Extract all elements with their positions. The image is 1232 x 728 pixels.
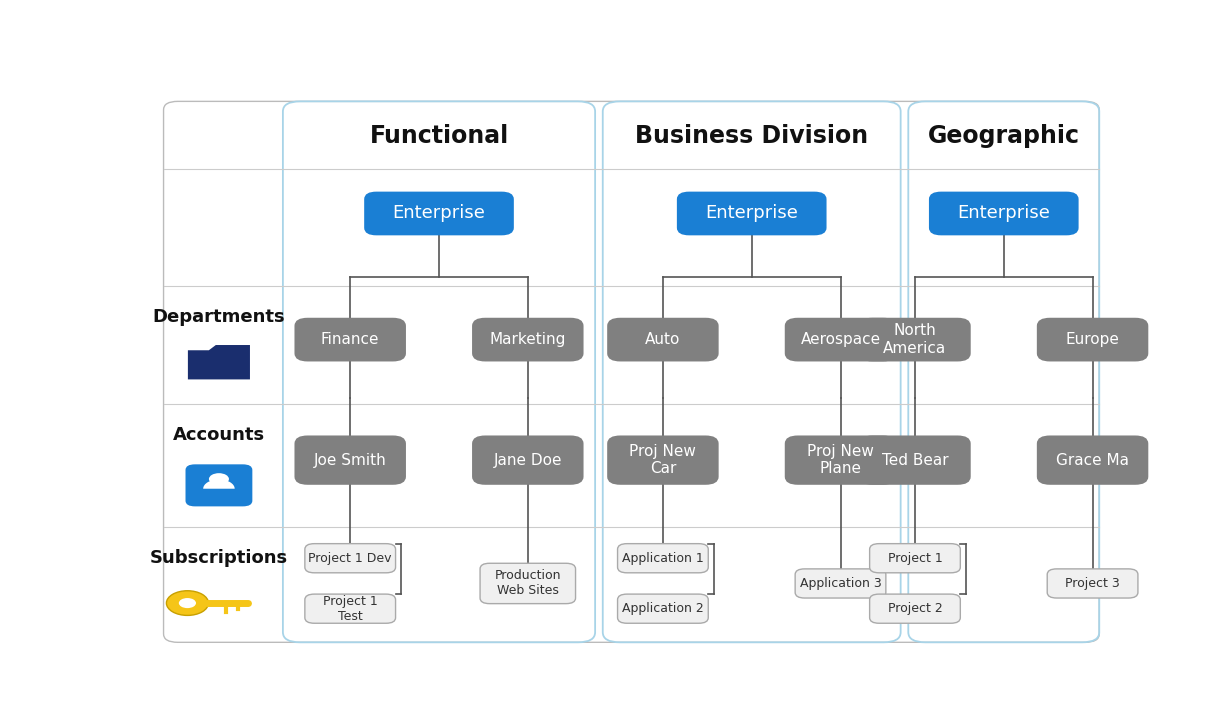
Text: Finance: Finance <box>322 332 379 347</box>
FancyBboxPatch shape <box>304 594 395 623</box>
Text: Project 1
Test: Project 1 Test <box>323 595 377 622</box>
Text: Project 1 Dev: Project 1 Dev <box>308 552 392 565</box>
Text: Marketing: Marketing <box>489 332 565 347</box>
FancyBboxPatch shape <box>786 436 896 484</box>
FancyBboxPatch shape <box>609 436 718 484</box>
FancyBboxPatch shape <box>1047 569 1138 598</box>
FancyBboxPatch shape <box>786 319 896 360</box>
FancyBboxPatch shape <box>296 436 405 484</box>
Text: Production
Web Sites: Production Web Sites <box>494 569 561 598</box>
FancyBboxPatch shape <box>617 594 708 623</box>
Text: Proj New
Plane: Proj New Plane <box>807 444 873 476</box>
Text: Auto: Auto <box>646 332 680 347</box>
FancyBboxPatch shape <box>473 319 583 360</box>
FancyBboxPatch shape <box>617 544 708 573</box>
Circle shape <box>179 598 196 608</box>
FancyBboxPatch shape <box>870 594 960 623</box>
FancyBboxPatch shape <box>860 319 970 360</box>
FancyBboxPatch shape <box>304 544 395 573</box>
FancyBboxPatch shape <box>795 569 886 598</box>
Text: Enterprise: Enterprise <box>957 205 1050 223</box>
Text: Aerospace: Aerospace <box>801 332 881 347</box>
Text: North
America: North America <box>883 323 946 356</box>
Circle shape <box>209 473 229 485</box>
Text: Application 1: Application 1 <box>622 552 703 565</box>
FancyBboxPatch shape <box>365 192 513 234</box>
Text: Enterprise: Enterprise <box>393 205 485 223</box>
FancyBboxPatch shape <box>678 192 825 234</box>
Wedge shape <box>203 480 234 488</box>
Text: Project 2: Project 2 <box>887 602 942 615</box>
FancyBboxPatch shape <box>480 563 575 604</box>
Text: Grace Ma: Grace Ma <box>1056 453 1129 467</box>
Text: Joe Smith: Joe Smith <box>314 453 387 467</box>
Text: Geographic: Geographic <box>928 124 1079 149</box>
FancyBboxPatch shape <box>296 319 405 360</box>
Text: Europe: Europe <box>1066 332 1120 347</box>
Text: Application 3: Application 3 <box>800 577 881 590</box>
Text: Application 2: Application 2 <box>622 602 703 615</box>
FancyBboxPatch shape <box>1037 319 1147 360</box>
Polygon shape <box>188 345 250 379</box>
FancyBboxPatch shape <box>870 544 960 573</box>
FancyBboxPatch shape <box>930 192 1078 234</box>
FancyBboxPatch shape <box>609 319 718 360</box>
Text: Enterprise: Enterprise <box>705 205 798 223</box>
Text: Departments: Departments <box>153 308 286 326</box>
Text: Project 1: Project 1 <box>887 552 942 565</box>
Text: Ted Bear: Ted Bear <box>882 453 949 467</box>
Text: Jane Doe: Jane Doe <box>494 453 562 467</box>
Text: Proj New
Car: Proj New Car <box>630 444 696 476</box>
Text: Business Division: Business Division <box>636 124 869 149</box>
Circle shape <box>166 590 208 615</box>
Text: Project 3: Project 3 <box>1066 577 1120 590</box>
FancyBboxPatch shape <box>473 436 583 484</box>
FancyBboxPatch shape <box>860 436 970 484</box>
Text: Accounts: Accounts <box>172 426 265 444</box>
FancyBboxPatch shape <box>1037 436 1147 484</box>
Text: Functional: Functional <box>370 124 509 149</box>
FancyBboxPatch shape <box>186 464 253 507</box>
Text: Subscriptions: Subscriptions <box>150 549 288 567</box>
